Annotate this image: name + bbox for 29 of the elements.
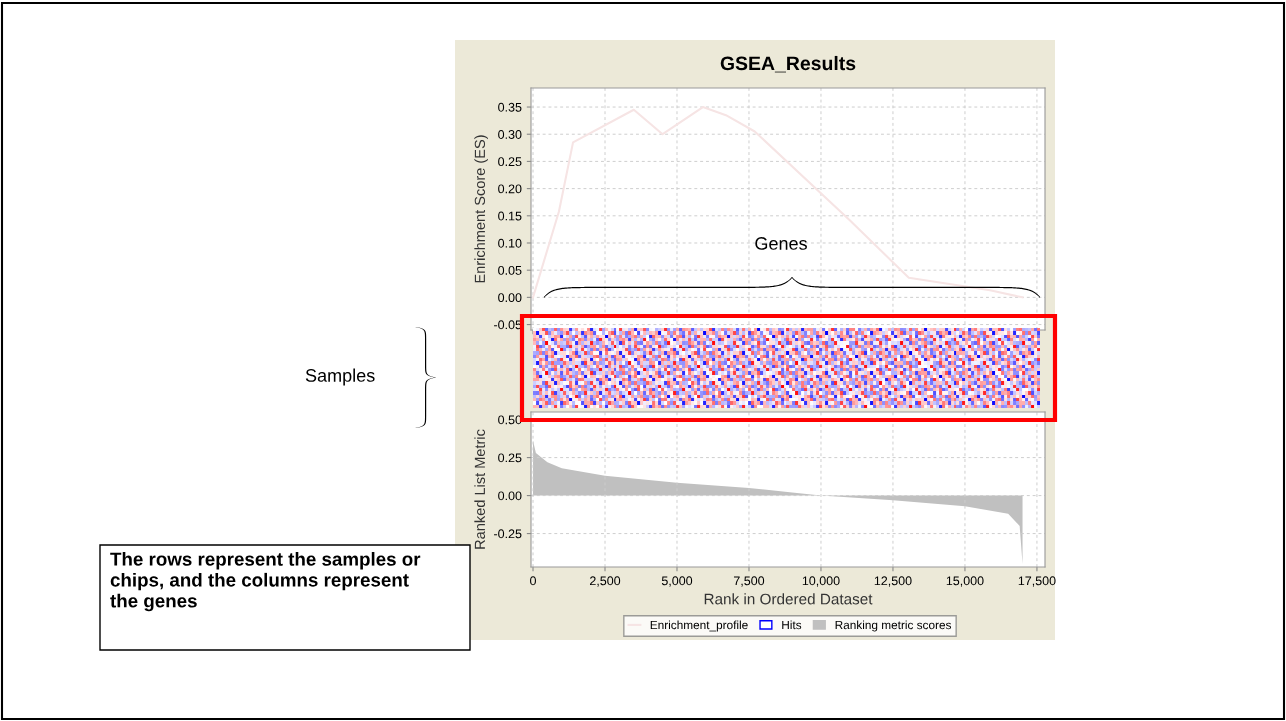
y-tick-label: 0.30	[498, 130, 522, 139]
x-tick-label: 7,500	[733, 576, 765, 587]
y-tick-label: 0.25	[498, 157, 522, 167]
x-tick-label: 17,500	[1018, 576, 1056, 587]
y-tick-label: 0.15	[498, 211, 522, 221]
text: The rows represent the samples or chips, and the columns represent the genes	[110, 552, 421, 612]
y-tick-label: 0.20	[498, 184, 522, 194]
x-tick-label: 2,500	[589, 576, 621, 587]
y-tick-label: 0.00	[498, 491, 522, 501]
y-tick-label: 0.00	[498, 293, 522, 303]
y-tick-label: 0.35	[498, 102, 522, 112]
legend-label: Hits	[782, 620, 802, 630]
y-tick-label: -0.25	[494, 529, 522, 539]
x-tick-label: 12,500	[874, 576, 912, 587]
y-tick-label: 0.05	[498, 265, 522, 275]
x-tick-label: 5,000	[661, 576, 693, 587]
legend-label: Enrichment_profile	[650, 620, 748, 632]
x-tick-label: 15,000	[946, 576, 984, 587]
chart-title: GSEA_Results	[720, 55, 856, 73]
y-axis-title: Ranked List Metric	[474, 429, 486, 549]
y-axis-title: Enrichment Score (ES)	[474, 135, 488, 283]
x-tick-label: 10,000	[802, 576, 840, 587]
legend-label: Ranking metric scores	[835, 620, 952, 632]
y-tick-label: 0.10	[498, 238, 522, 248]
x-tick-label: 0	[530, 576, 536, 586]
annotation: Genes	[755, 237, 807, 250]
x-axis-title: Rank in Ordered Dataset	[704, 593, 873, 605]
text: Samples	[305, 368, 375, 386]
y-tick-label: 0.25	[498, 453, 522, 463]
